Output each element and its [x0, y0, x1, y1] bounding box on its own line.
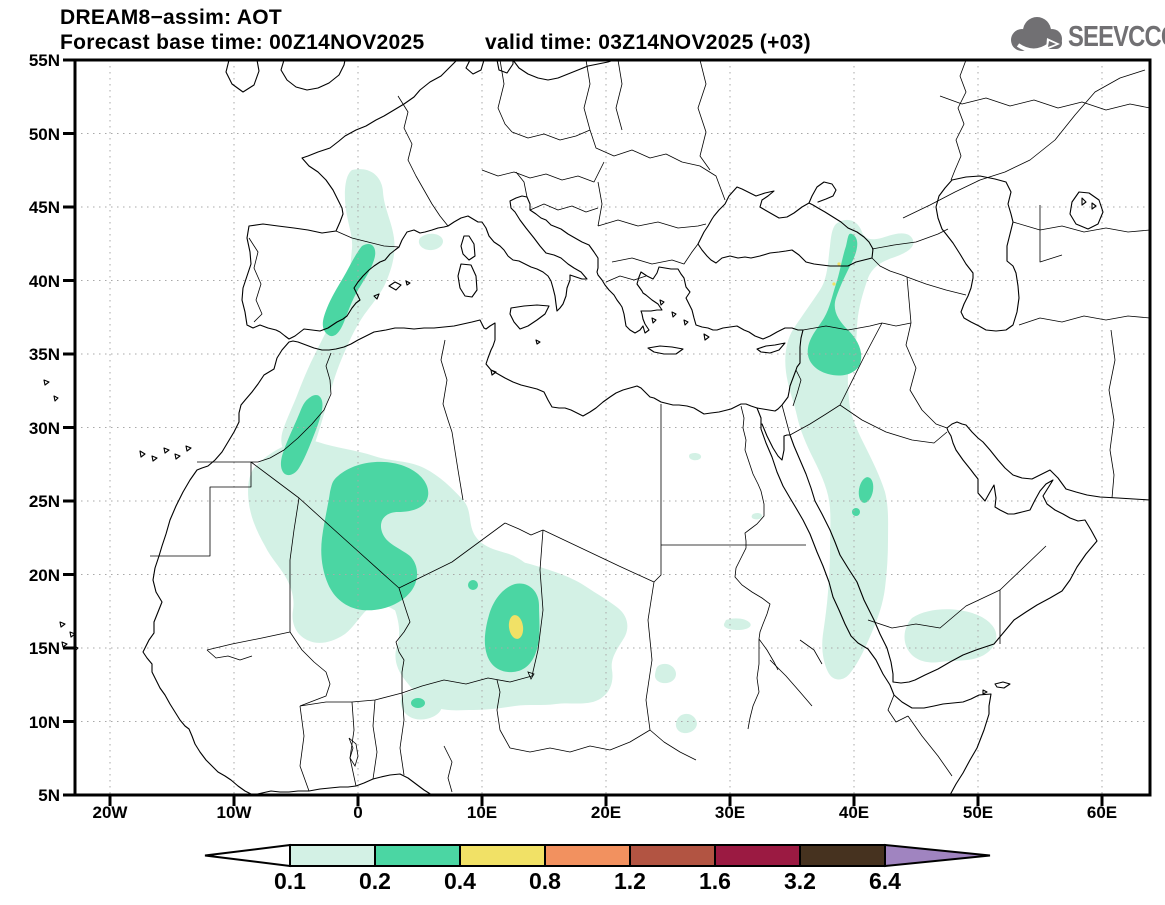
legend-cell-5 — [714, 844, 801, 867]
coast-crete-cyprus — [648, 334, 785, 354]
legend-value-3.2: 3.2 — [784, 868, 816, 894]
legend-value-0.4: 0.4 — [444, 868, 476, 894]
contour-02-syria-turkey — [807, 233, 862, 376]
legend-value-0.1: 0.1 — [274, 868, 306, 894]
contour-01-sudan-spot3 — [723, 618, 751, 630]
lat-label-5N: 5N — [38, 786, 60, 805]
coast-corsica — [461, 236, 475, 260]
coast-baltic — [466, 60, 614, 80]
lat-label-45N: 45N — [28, 198, 60, 217]
legend-cell-6 — [799, 844, 886, 867]
valid-time: valid time: 03Z14NOV2025 (+03) — [485, 31, 811, 54]
lat-label-10N: 10N — [28, 712, 60, 732]
borders-west-africa — [207, 588, 650, 792]
lat-label-40N: 40N — [28, 271, 60, 291]
forecast-base-time: Forecast base time: 00Z14NOV2025 — [60, 31, 425, 54]
coast-caspian-sea — [936, 176, 1019, 331]
contour-04-turkey-speckle1 — [837, 262, 841, 266]
lat-label-15N: 15N — [28, 639, 60, 658]
lake-volta — [349, 738, 358, 766]
coastlines — [44, 60, 1150, 795]
lon-label-0: 0 — [353, 803, 363, 822]
volga-river — [951, 60, 966, 180]
borders-mideast — [782, 229, 1046, 644]
lon-label-40E: 40E — [838, 803, 870, 822]
contour-01-egypt-dot1 — [689, 452, 702, 461]
coast-balearics — [374, 281, 410, 299]
borders-north-africa — [150, 340, 806, 730]
contour-02-mali-algeria — [321, 461, 429, 611]
borders-europe — [249, 60, 725, 322]
lon-label-20E: 20E — [590, 803, 622, 822]
lat-label-35N: 35N — [28, 345, 60, 364]
legend-value-0.8: 0.8 — [529, 868, 561, 894]
legend-value-0.2: 0.2 — [359, 868, 391, 894]
legend-over-arrow — [884, 843, 991, 868]
legend-under-arrow — [204, 843, 291, 868]
contour-04-turkey-speckle2 — [832, 282, 836, 286]
lon-label-60E: 60E — [1086, 803, 1118, 822]
lat-label-25N: 25N — [28, 492, 60, 511]
lat-label-30N: 30N — [28, 418, 60, 438]
coast-black-sea — [698, 182, 873, 266]
coast-aral-sea — [1070, 192, 1103, 229]
contour-01-gulf-of-lion — [418, 233, 443, 251]
map-frame — [73, 58, 1152, 797]
legend-color-bar — [204, 843, 991, 868]
borders-asia — [903, 70, 1150, 498]
legend-cell-4 — [629, 844, 716, 867]
lon-label-20W: 20W — [92, 803, 128, 822]
lon-label-50E: 50E — [962, 803, 994, 822]
contour-01-yemen — [904, 609, 997, 663]
contour-02-saudi-spot2 — [852, 508, 860, 516]
lat-label-55N: 55N — [28, 51, 60, 70]
contour-04-chad-max — [508, 615, 524, 639]
lon-label-10E: 10E — [466, 803, 498, 822]
legend-cell-2 — [459, 844, 546, 867]
coast-red-sea-arabia — [757, 408, 1150, 795]
lon-label-10W: 10W — [216, 803, 252, 822]
legend-cell-3 — [544, 844, 631, 867]
legend-value-6.4: 6.4 — [869, 868, 901, 894]
contour-01-mideast-band — [785, 219, 914, 680]
axis-ticks — [63, 58, 1104, 806]
contour-02-morocco — [280, 394, 323, 476]
legend-value-1.6: 1.6 — [699, 868, 731, 894]
contour-01-sudan-spot1 — [654, 663, 677, 684]
contour-01-sudan-spot2 — [675, 713, 697, 734]
contour-01-egypt-dot2 — [751, 512, 762, 520]
coast-sicily — [510, 305, 549, 329]
country-borders — [150, 60, 1150, 792]
lon-label-30E: 30E — [714, 803, 746, 822]
coast-uk-ireland — [226, 60, 345, 92]
contour-02-catalonia — [322, 243, 376, 337]
contour-02-niger-dot — [468, 580, 478, 590]
aot-contours-02 — [280, 233, 874, 708]
legend-cell-0 — [289, 844, 376, 867]
coast-sardinia — [458, 264, 477, 297]
contour-02-nigeria-dot — [411, 698, 425, 708]
lake-chad — [528, 672, 534, 679]
coast-aegean-islands — [491, 300, 688, 375]
coast-atlantic-islands — [44, 380, 191, 651]
logo-text: SEEVCCC — [1068, 21, 1165, 53]
lat-label-50N: 50N — [28, 124, 60, 144]
coast-europe-africa — [143, 60, 803, 795]
borders-horn-of-africa — [650, 640, 952, 776]
legend-value-1.2: 1.2 — [614, 868, 646, 894]
seevccc-logo: SEEVCCC — [1002, 16, 1165, 60]
legend-cell-1 — [374, 844, 461, 867]
coast-socotra — [983, 682, 1010, 694]
nile-river — [735, 406, 778, 729]
contour-02-saudi-spot1 — [858, 477, 874, 503]
aot-contours-04 — [508, 262, 841, 639]
graticule-grid — [75, 60, 1150, 795]
page-title: DREAM8−assim: AOT — [60, 6, 282, 29]
cloud-arrow-icon — [1011, 17, 1062, 60]
lat-label-20N: 20N — [28, 565, 60, 585]
